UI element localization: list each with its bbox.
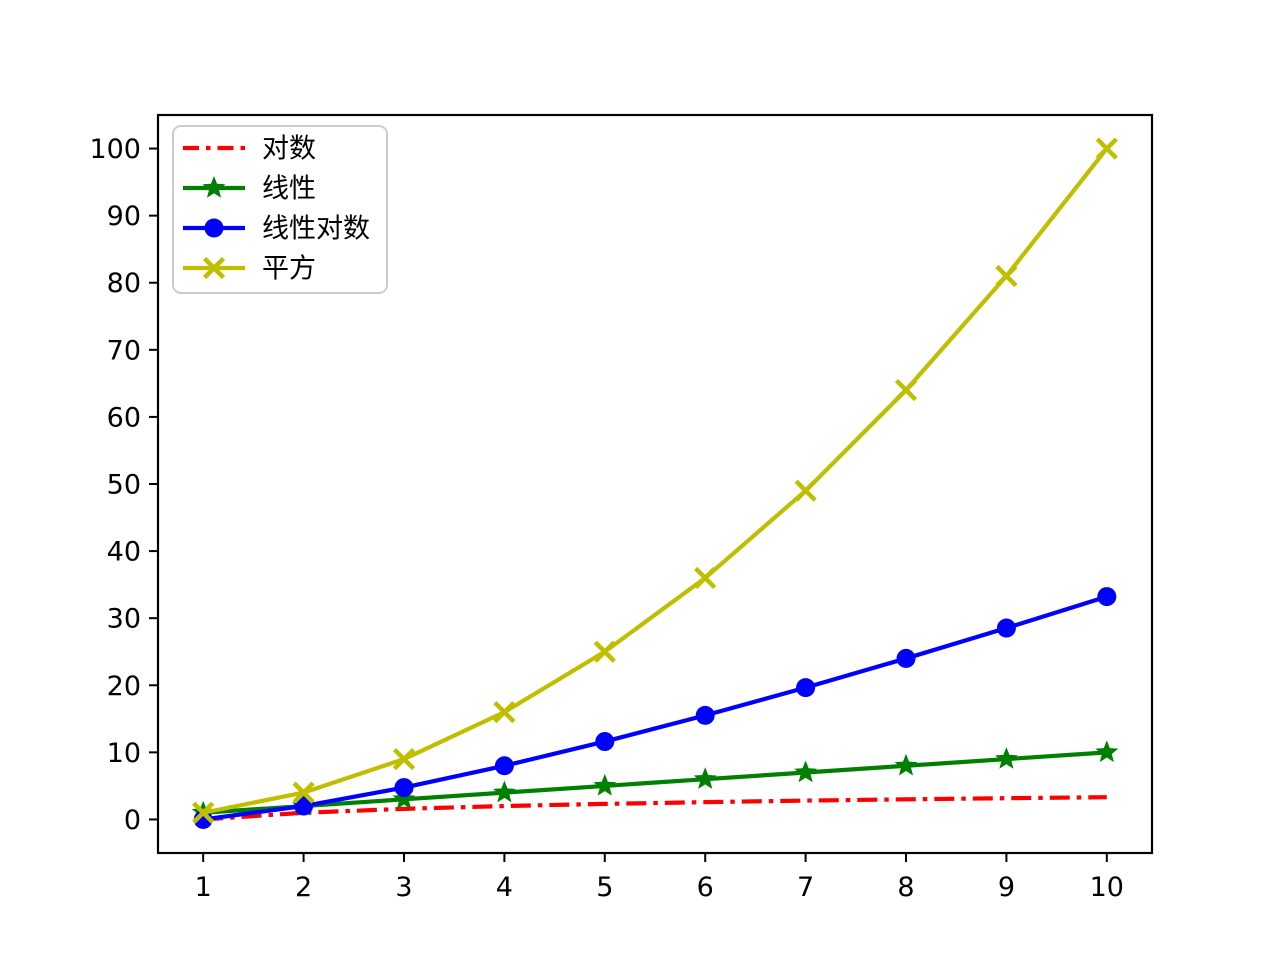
marker-star [894,753,918,776]
legend-label: 平方 [262,254,316,285]
marker-x [392,747,416,771]
series-line [202,594,1108,822]
x-tick-label: 7 [797,872,814,903]
marker-star [202,176,226,198]
marker-star [492,780,516,803]
plot-frame [156,113,1154,855]
marker-x [202,256,226,280]
marker-circle [896,648,916,668]
marker-star [392,787,416,810]
marker-x [192,801,215,824]
marker-circle [394,778,414,798]
series-2 [193,587,1117,829]
marker-x [794,479,817,502]
series-line [203,795,1107,822]
marker-star [1095,740,1119,763]
y-tick-label: 30 [107,604,141,635]
x-tick-label: 8 [897,872,914,903]
y-tick-label: 20 [107,671,141,702]
marker-star [693,767,717,789]
y-tick-label: 70 [107,335,141,366]
x-tick-label: 9 [998,872,1015,903]
marker-star [593,773,617,796]
legend-label: 线性对数 [262,214,370,245]
y-tick-label: 50 [107,470,141,501]
x-tick-label: 2 [295,872,312,903]
y-tick-label: 40 [107,537,141,568]
legend-label: 对数 [262,134,316,165]
series-line [203,750,1107,815]
marker-circle [996,618,1016,638]
x-tick-label: 10 [1090,872,1124,903]
x-tick-label: 4 [496,872,513,903]
marker-star [995,747,1018,769]
y-tick-label: 100 [89,134,141,165]
marker-x [894,378,918,402]
marker-x [694,566,717,590]
x-tick-label: 1 [195,872,212,903]
marker-circle [796,678,816,698]
marker-circle [1097,587,1117,607]
y-tick-label: 10 [107,738,141,769]
x-tick-label: 6 [697,872,714,903]
legend-item-3: 平方 [183,254,316,285]
marker-circle [494,756,514,776]
legend-box [172,125,388,294]
marker-circle [294,796,314,816]
legend-label: 线性 [262,174,316,205]
marker-star [794,760,818,783]
y-tick-label: 0 [124,805,141,836]
series-line [202,147,1109,815]
legend-item-0: 对数 [183,134,316,165]
legend-item-2: 线性对数 [183,214,370,245]
series-0 [203,795,1107,822]
marker-x [1095,137,1118,160]
marker-x [995,264,1018,288]
marker-x [493,701,516,724]
legend-item-1: 线性 [183,174,316,205]
series-3 [192,137,1118,824]
series-group [191,137,1119,829]
y-tick-label: 90 [107,201,141,232]
marker-circle [595,732,615,752]
x-tick-label: 3 [395,872,412,903]
x-tick-label: 5 [596,872,613,903]
marker-x [593,640,616,663]
marker-circle [204,218,224,238]
marker-circle [695,705,715,725]
y-tick-label: 80 [107,268,141,299]
marker-x [292,781,315,804]
y-tick-label: 60 [107,402,141,433]
